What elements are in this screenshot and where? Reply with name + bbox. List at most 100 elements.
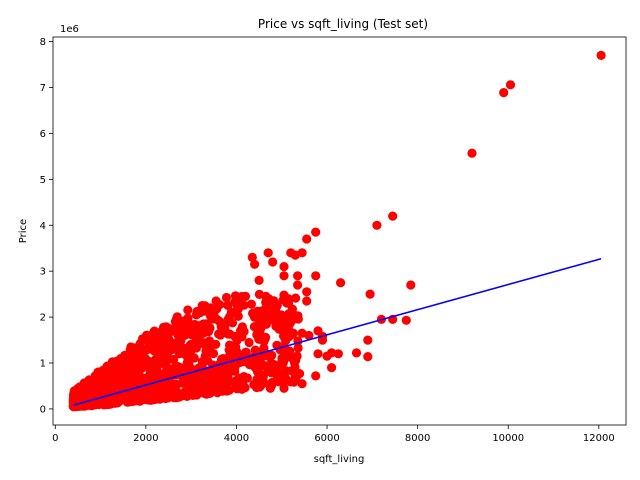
data-point bbox=[198, 328, 209, 338]
data-point bbox=[95, 380, 105, 390]
data-point bbox=[207, 314, 217, 324]
data-point bbox=[234, 299, 244, 309]
data-point bbox=[372, 220, 382, 230]
data-point bbox=[246, 299, 256, 309]
data-point bbox=[186, 346, 196, 356]
data-point bbox=[232, 347, 242, 357]
data-point bbox=[145, 395, 155, 405]
scatter-points bbox=[68, 50, 606, 412]
data-point bbox=[277, 360, 287, 370]
data-point bbox=[313, 349, 323, 359]
data-point bbox=[164, 334, 174, 344]
data-point bbox=[302, 287, 312, 297]
y-tick-label: 7 bbox=[40, 83, 46, 94]
data-point bbox=[289, 314, 299, 324]
data-point bbox=[128, 353, 138, 363]
data-point bbox=[268, 257, 278, 267]
data-point bbox=[297, 379, 307, 389]
data-point bbox=[184, 359, 194, 369]
data-point bbox=[406, 280, 416, 290]
data-point bbox=[288, 376, 298, 386]
data-point bbox=[249, 312, 260, 322]
data-point bbox=[388, 211, 398, 221]
data-point bbox=[505, 80, 516, 90]
data-point bbox=[277, 325, 287, 335]
data-point bbox=[261, 332, 271, 342]
data-point bbox=[365, 289, 375, 299]
x-tick-label: 0 bbox=[52, 433, 58, 444]
data-point bbox=[363, 335, 373, 345]
data-point bbox=[194, 383, 204, 393]
data-point bbox=[205, 378, 215, 388]
data-point bbox=[212, 382, 222, 392]
data-point bbox=[149, 326, 159, 336]
data-point bbox=[224, 385, 234, 395]
y-tick-label: 2 bbox=[40, 313, 46, 324]
data-point bbox=[223, 300, 233, 310]
data-point bbox=[201, 346, 211, 356]
data-point bbox=[265, 383, 275, 393]
data-point bbox=[242, 373, 252, 383]
data-point bbox=[311, 371, 321, 381]
data-point bbox=[208, 348, 219, 359]
data-point bbox=[239, 326, 249, 337]
x-axis: 0 2000 4000 6000 8000 10000 12000 bbox=[52, 425, 615, 444]
data-point bbox=[224, 345, 234, 355]
y-tick-label: 6 bbox=[40, 129, 46, 140]
data-point bbox=[277, 375, 287, 386]
data-point bbox=[179, 323, 189, 333]
data-point bbox=[141, 332, 151, 342]
data-point bbox=[283, 298, 294, 308]
data-point bbox=[170, 326, 180, 336]
x-tick-label: 12000 bbox=[583, 433, 615, 444]
data-point bbox=[240, 291, 251, 301]
data-point bbox=[191, 328, 201, 338]
data-point bbox=[167, 342, 177, 352]
data-point bbox=[293, 280, 303, 290]
data-point bbox=[211, 296, 221, 306]
data-point bbox=[148, 339, 158, 349]
data-point bbox=[279, 290, 289, 300]
data-point bbox=[148, 372, 158, 382]
data-point bbox=[311, 227, 321, 237]
y-axis-label: Price bbox=[18, 219, 29, 243]
data-point bbox=[290, 250, 300, 260]
data-point bbox=[250, 259, 260, 269]
data-point bbox=[191, 389, 201, 399]
data-point bbox=[282, 347, 292, 357]
data-point bbox=[200, 301, 210, 311]
data-point bbox=[276, 310, 286, 320]
data-point bbox=[116, 358, 126, 369]
data-point bbox=[202, 355, 213, 365]
data-point bbox=[596, 50, 606, 61]
data-point bbox=[467, 148, 477, 158]
x-tick-label: 6000 bbox=[314, 433, 339, 444]
data-point bbox=[87, 400, 97, 410]
data-point bbox=[221, 292, 232, 303]
data-point bbox=[302, 234, 312, 244]
data-point bbox=[183, 305, 193, 315]
data-point bbox=[333, 349, 343, 359]
data-point bbox=[210, 365, 220, 375]
data-point bbox=[119, 370, 129, 380]
data-point bbox=[217, 369, 227, 379]
y-tick-label: 3 bbox=[40, 267, 46, 278]
data-point bbox=[284, 332, 294, 342]
data-point bbox=[297, 328, 307, 338]
data-point bbox=[259, 314, 269, 324]
data-point bbox=[138, 363, 148, 373]
x-axis-label: sqft_living bbox=[314, 454, 365, 465]
data-point bbox=[401, 315, 411, 325]
data-point bbox=[229, 365, 239, 375]
data-point bbox=[279, 271, 289, 281]
data-point bbox=[219, 323, 230, 333]
data-point bbox=[155, 394, 165, 404]
regression-line-group bbox=[72, 258, 602, 407]
data-point bbox=[351, 348, 362, 358]
data-point bbox=[145, 358, 155, 368]
data-point bbox=[253, 325, 263, 336]
data-point bbox=[91, 371, 101, 381]
data-point bbox=[157, 369, 167, 379]
data-point bbox=[266, 311, 276, 321]
